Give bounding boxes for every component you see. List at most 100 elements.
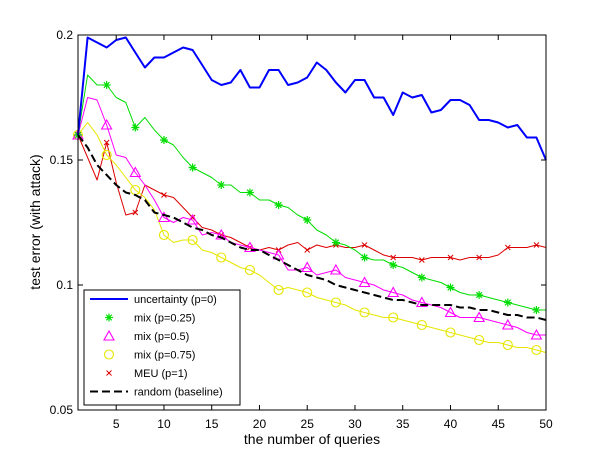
data-point-marker bbox=[188, 163, 197, 172]
legend-label: mix (p=0.5) bbox=[134, 331, 189, 343]
data-point-marker bbox=[215, 228, 228, 240]
y-tick-label: 0.2 bbox=[56, 28, 73, 42]
legend-label: mix (p=0.75) bbox=[134, 350, 195, 362]
legend-swatch bbox=[105, 313, 113, 322]
plot-frame bbox=[77, 34, 547, 411]
legend-entry: uncertainty (p=0) bbox=[90, 294, 217, 306]
data-point-marker bbox=[387, 286, 400, 298]
data-point-marker bbox=[418, 257, 425, 263]
legend-box bbox=[83, 289, 241, 406]
y-tick-label: 0.1 bbox=[56, 278, 73, 292]
data-point-marker bbox=[158, 229, 170, 241]
data-point-marker bbox=[161, 192, 167, 198]
data-point-marker bbox=[301, 261, 314, 273]
legend-label: random (baseline) bbox=[134, 387, 223, 399]
data-point-marker bbox=[358, 276, 371, 288]
data-point-marker bbox=[389, 261, 398, 269]
data-point-marker bbox=[273, 284, 284, 296]
data-point-marker bbox=[388, 312, 399, 323]
y-tick-label: 0.05 bbox=[50, 403, 74, 417]
legend-label: mix (p=0.25) bbox=[134, 313, 195, 325]
data-point-marker bbox=[302, 287, 313, 298]
data-point-marker bbox=[103, 139, 110, 146]
legend-label: MEU (p=1) bbox=[134, 368, 188, 380]
data-point-marker bbox=[531, 344, 542, 356]
data-point-marker bbox=[446, 283, 455, 292]
legend-entry: mix (p=0.5) bbox=[103, 329, 189, 343]
x-tick-label: 40 bbox=[444, 417, 458, 431]
y-axis-label: test error (with attack) bbox=[27, 154, 43, 289]
data-point-marker bbox=[216, 252, 227, 263]
legend-swatch bbox=[103, 349, 115, 360]
legend-entry: MEU (p=1) bbox=[106, 368, 188, 380]
data-point-marker bbox=[129, 166, 142, 178]
data-point-marker bbox=[244, 264, 255, 276]
data-point-marker bbox=[360, 253, 369, 262]
legend-swatch bbox=[103, 329, 115, 341]
x-tick-label: 15 bbox=[205, 417, 219, 431]
data-point-marker bbox=[100, 118, 113, 130]
data-point-marker bbox=[476, 254, 482, 261]
data-point-marker bbox=[274, 201, 283, 209]
data-point-marker bbox=[473, 311, 486, 323]
series-layer bbox=[72, 36, 547, 356]
x-tick-label: 35 bbox=[396, 417, 410, 431]
data-point-marker bbox=[243, 241, 256, 253]
data-point-marker bbox=[532, 306, 541, 314]
series-line bbox=[77, 122, 547, 353]
data-point-marker bbox=[303, 216, 312, 224]
data-point-marker bbox=[101, 149, 112, 161]
x-axis-label: the number of queries bbox=[244, 431, 380, 447]
series-6 bbox=[77, 134, 547, 321]
data-point-marker bbox=[533, 242, 540, 248]
x-tick-label: 10 bbox=[157, 417, 171, 431]
data-point-marker bbox=[415, 296, 428, 308]
data-point-marker bbox=[132, 209, 139, 216]
data-point-marker bbox=[331, 238, 340, 247]
data-point-marker bbox=[530, 328, 543, 340]
data-point-marker bbox=[329, 263, 342, 275]
data-point-marker bbox=[502, 339, 513, 351]
legend-entry: mix (p=0.75) bbox=[103, 349, 195, 362]
data-point-marker bbox=[217, 181, 226, 189]
y-tick-label: 0.15 bbox=[50, 153, 74, 167]
data-point-marker bbox=[503, 298, 512, 307]
data-point-marker bbox=[330, 297, 341, 308]
data-point-marker bbox=[359, 307, 370, 318]
data-point-marker bbox=[475, 291, 484, 299]
legend-swatch bbox=[106, 370, 112, 376]
data-point-marker bbox=[159, 136, 168, 144]
legend-entry: mix (p=0.25) bbox=[105, 313, 195, 325]
series-line bbox=[77, 134, 547, 321]
data-point-marker bbox=[445, 327, 456, 338]
data-point-marker bbox=[187, 234, 198, 246]
series-line bbox=[77, 36, 547, 161]
x-tick-label: 30 bbox=[348, 417, 362, 431]
data-point-marker bbox=[361, 242, 368, 248]
x-tick-label: 20 bbox=[253, 417, 267, 431]
data-point-marker bbox=[131, 123, 140, 132]
data-point-marker bbox=[474, 334, 485, 346]
legend-label: uncertainty (p=0) bbox=[134, 294, 217, 306]
series-line bbox=[77, 134, 547, 261]
data-point-marker bbox=[447, 254, 454, 261]
data-point-marker bbox=[504, 244, 511, 251]
data-point-marker bbox=[186, 213, 199, 225]
tick-layer: 5 10 15 20 25 30 35 40 45 50 0.05 0.1 0.15 0.2 bbox=[50, 28, 553, 431]
legend-entry: random (baseline) bbox=[90, 387, 223, 399]
data-point-marker bbox=[444, 306, 457, 318]
data-point-marker bbox=[158, 211, 170, 223]
series-4 bbox=[72, 122, 547, 356]
data-point-marker bbox=[102, 81, 111, 89]
data-point-marker bbox=[416, 319, 427, 331]
data-point-marker bbox=[245, 188, 254, 197]
series-line bbox=[77, 74, 546, 311]
series-1 bbox=[77, 36, 547, 161]
data-point-marker bbox=[390, 254, 397, 261]
data-point-marker bbox=[304, 247, 311, 253]
data-point-marker bbox=[417, 273, 426, 282]
x-tick-label: 5 bbox=[113, 417, 120, 431]
legend: uncertainty (p=0) mix (p=0.25) mix (p=0.5)… bbox=[83, 289, 241, 406]
x-tick-label: 25 bbox=[301, 417, 315, 431]
